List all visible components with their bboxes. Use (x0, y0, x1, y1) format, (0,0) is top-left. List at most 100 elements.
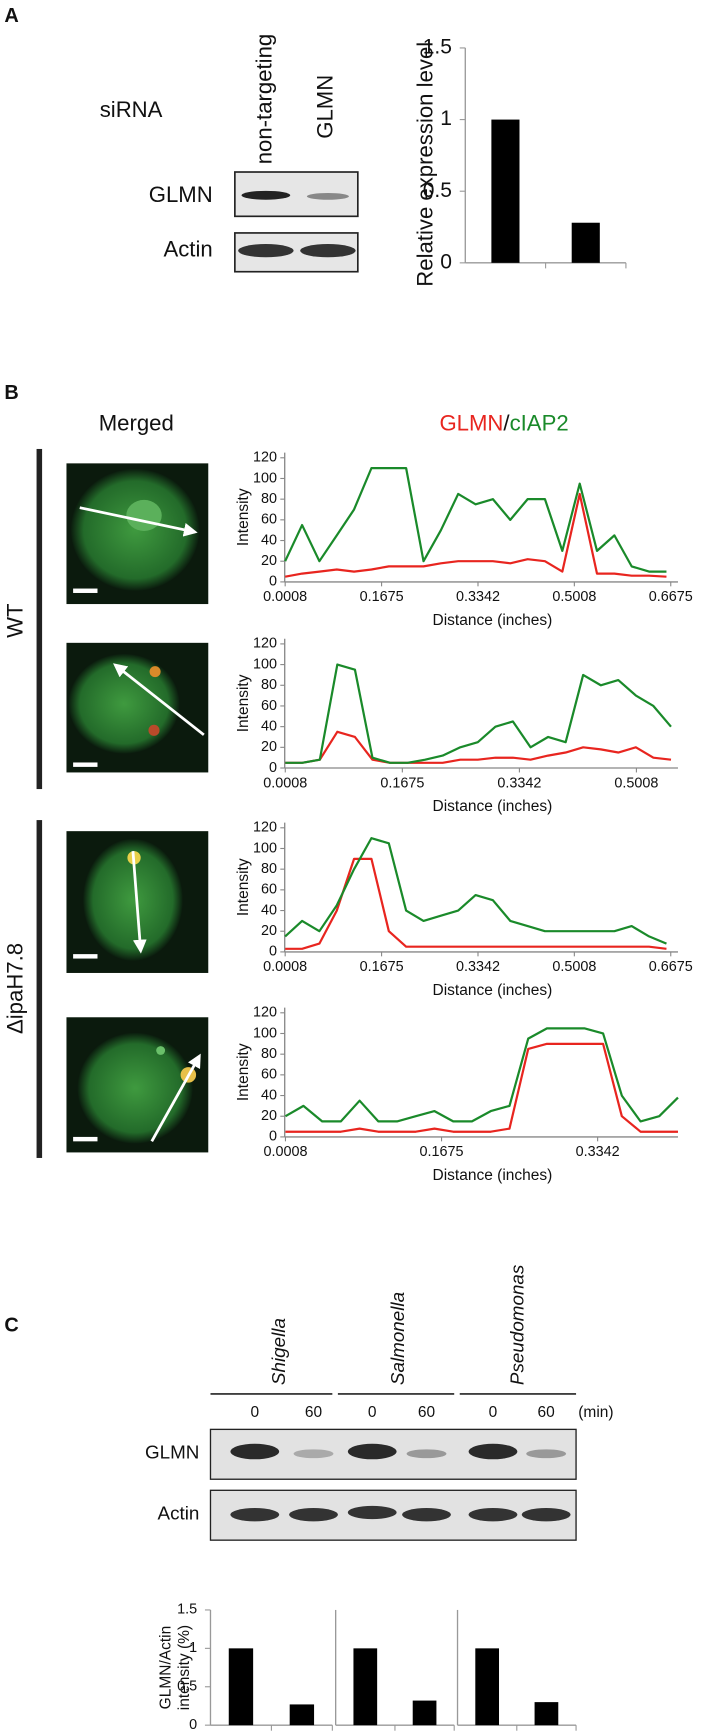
intensity-line (284, 1027, 679, 1123)
bar (353, 1648, 378, 1726)
legend: GLMN/cIAP2 (439, 410, 568, 435)
y-axis-label: Relative expression level (412, 42, 437, 287)
bacteria-label: Shigella (268, 1318, 289, 1385)
x-tick-label: 0.5008 (552, 959, 596, 975)
x-tick-label: 0.1675 (360, 589, 404, 605)
bar (475, 1648, 500, 1726)
x-tick-label: 0.3342 (456, 589, 500, 605)
row-label: GLMN (149, 182, 213, 207)
y-tick-label: 100 (253, 656, 277, 672)
bar (491, 119, 520, 263)
time-unit: (min) (578, 1404, 613, 1421)
x-tick-label: 0.0008 (263, 959, 307, 975)
intensity-line (285, 730, 672, 764)
y-tick-label: 20 (261, 1108, 277, 1124)
bar (289, 1704, 315, 1726)
group-bar (36, 820, 43, 1158)
bar (412, 1700, 437, 1726)
legend-entry: GLMN (439, 410, 503, 435)
intensity-line (284, 837, 667, 945)
x-tick-label: 0.5008 (614, 775, 658, 791)
y-tick-label: 60 (261, 698, 277, 714)
y-axis-label: intensity (%) (176, 1625, 193, 1710)
time-label: 60 (305, 1404, 323, 1421)
lane-label: non-targeting (252, 34, 277, 164)
y-tick-label: 80 (261, 1046, 277, 1062)
legend-entry: cIAP2 (510, 410, 569, 435)
y-tick-label: 80 (261, 677, 277, 693)
x-tick-label: 0.3342 (576, 1144, 620, 1160)
y-axis-label: Intensity (235, 674, 252, 732)
x-axis-label: Distance (inches) (433, 798, 553, 815)
y-tick-label: 120 (253, 450, 277, 466)
bar (571, 222, 600, 263)
y-tick-label: 20 (261, 739, 277, 755)
micrograph (66, 831, 209, 973)
bacteria-label: Salmonella (387, 1292, 408, 1385)
y-tick-label: 120 (253, 1005, 277, 1021)
time-label: 60 (418, 1404, 436, 1421)
x-tick-label: 0.3342 (456, 959, 500, 975)
x-tick-label: 0.1675 (380, 775, 424, 791)
y-axis-label: GLMN/Actin (157, 1626, 174, 1710)
x-tick-label: 0.6675 (649, 959, 693, 975)
bacteria-label: Pseudomonas (506, 1264, 527, 1385)
intensity-line (284, 467, 667, 573)
time-label: 0 (368, 1404, 377, 1421)
y-tick-label: 40 (261, 902, 277, 918)
y-tick-label: 20 (261, 553, 277, 569)
y-tick-label: 0 (269, 1129, 277, 1145)
y-tick-label: 0 (269, 760, 277, 776)
intensity-line (285, 1042, 678, 1133)
row-label: Actin (163, 237, 212, 262)
y-tick-label: 0 (269, 574, 277, 590)
y-tick-label: 100 (253, 470, 277, 486)
y-tick-label: 100 (253, 840, 277, 856)
y-tick-label: 0 (189, 1717, 197, 1731)
x-axis-label: Distance (inches) (433, 612, 553, 629)
y-tick-label: 1.5 (423, 35, 452, 58)
y-tick-label: 100 (253, 1025, 277, 1041)
legend-separator: / (503, 410, 510, 435)
x-axis-label: Distance (inches) (433, 1167, 553, 1184)
panel-label: B (4, 382, 18, 404)
y-tick-label: 20 (261, 923, 277, 939)
y-tick-label: 60 (261, 882, 277, 898)
y-tick-label: 120 (253, 820, 277, 836)
y-tick-label: 40 (261, 532, 277, 548)
micrograph (66, 463, 209, 605)
x-tick-label: 0.1675 (420, 1144, 464, 1160)
x-tick-label: 0.5008 (552, 589, 596, 605)
y-axis-label: Intensity (235, 1043, 252, 1101)
x-axis-label: Distance (inches) (433, 982, 553, 999)
bar (228, 1648, 254, 1726)
blot (234, 171, 359, 273)
y-tick-label: 40 (261, 1087, 277, 1103)
group-bar (36, 448, 43, 790)
group-label: ΔipaH7.8 (2, 943, 27, 1034)
blot (209, 1428, 577, 1541)
y-tick-label: 1.5 (177, 1602, 197, 1618)
x-tick-label: 0.1675 (360, 959, 404, 975)
group-label: WT (2, 603, 27, 638)
y-tick-label: 0.5 (177, 1679, 197, 1695)
micrograph (66, 642, 209, 773)
time-label: 60 (538, 1404, 556, 1421)
x-tick-label: 0.0008 (263, 589, 307, 605)
panel-label: A (4, 5, 18, 27)
x-tick-label: 0.3342 (497, 775, 541, 791)
x-tick-label: 0.0008 (263, 775, 307, 791)
sirna-label: siRNA (100, 97, 163, 122)
row-label: GLMN (145, 1442, 199, 1463)
y-tick-label: 1 (189, 1640, 197, 1656)
row-label: Actin (158, 1503, 200, 1524)
y-tick-label: 1 (440, 107, 452, 130)
intensity-line (285, 663, 672, 764)
x-tick-label: 0.6675 (649, 589, 693, 605)
micrograph (66, 1017, 209, 1153)
lane-label: GLMN (313, 75, 338, 139)
y-tick-label: 60 (261, 512, 277, 528)
y-tick-label: 80 (261, 861, 277, 877)
bar (534, 1702, 559, 1726)
